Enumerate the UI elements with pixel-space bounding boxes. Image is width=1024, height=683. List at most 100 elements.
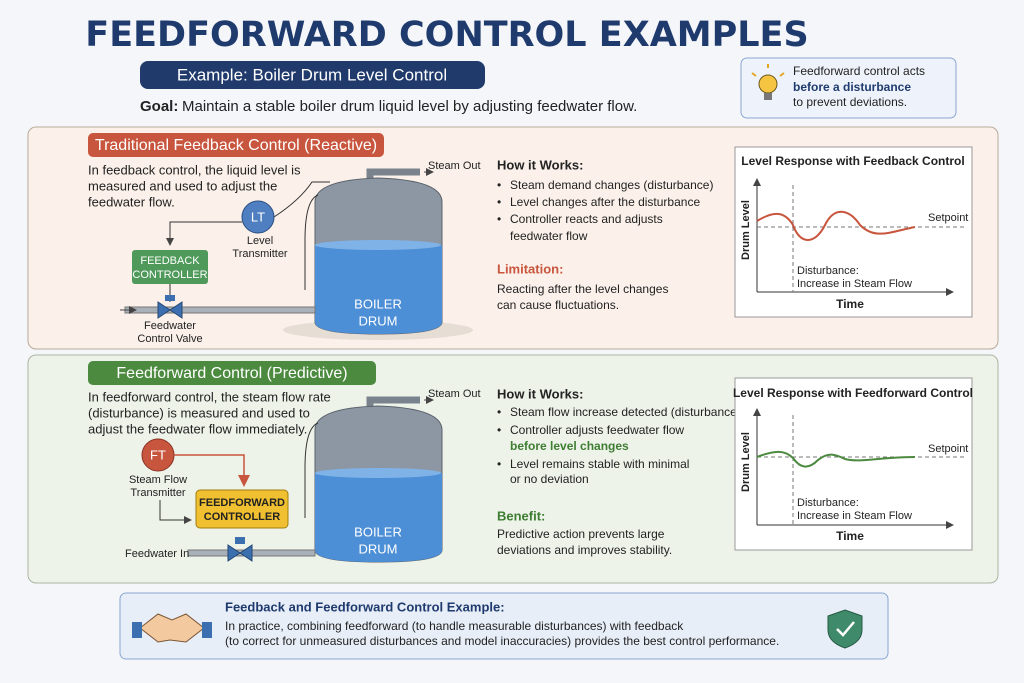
transmitter-label: Transmitter — [130, 487, 186, 499]
footer-text: In practice, combining feedforward (to h… — [225, 619, 684, 633]
controller-label: FEEDBACK — [140, 255, 200, 267]
boiler-drum-shape — [304, 422, 319, 518]
valve-label: Feedwater In — [125, 548, 189, 560]
drum-label: DRUM — [359, 541, 398, 556]
valve — [157, 301, 183, 319]
how-title: How it Works: — [497, 386, 583, 401]
feedforward-section: Feedforward Control (Predictive) In feed… — [27, 354, 999, 584]
feedforward-section-symbol: • — [497, 405, 501, 419]
note-title: Benefit: — [497, 508, 545, 523]
drum-label: BOILER — [354, 524, 402, 539]
controller-label: CONTROLLER — [132, 269, 207, 281]
controller — [195, 489, 289, 529]
boiler-drum-shape — [315, 240, 441, 250]
header: FEEDFORWARD CONTROL EXAMPLES Example: Bo… — [85, 15, 808, 115]
feedforward-section-shape — [174, 454, 250, 487]
boiler-drum-shape — [366, 396, 420, 408]
tip-emphasis: before a disturbance — [793, 80, 911, 94]
feedforward-section-shape — [235, 537, 245, 544]
controller — [132, 250, 208, 284]
note: can cause fluctuations. — [497, 298, 619, 312]
tip-box: Feedforward control acts before a distur… — [740, 57, 957, 119]
footer-shape — [836, 621, 855, 637]
boiler-drum-shape — [315, 468, 441, 478]
feedforward-section-shape — [88, 361, 376, 385]
note-title: Limitation: — [497, 261, 563, 276]
bullet: Level changes after the disturbance — [510, 195, 700, 209]
transmitter — [241, 200, 275, 234]
goal-text: Maintain a stable boiler drum liquid lev… — [182, 98, 637, 115]
tip-line: Feedforward control acts — [793, 64, 925, 78]
chart-title: Level Response with Feedback Control — [741, 154, 964, 168]
x-label: Time — [836, 529, 864, 543]
feedback-section-shape — [165, 295, 175, 301]
description: measured and used to adjust the — [88, 178, 277, 193]
response-chart: Level Response with Feedback Control Dru… — [734, 146, 973, 318]
response-chart-shape — [734, 377, 973, 551]
note: deviations and improves stability. — [497, 543, 672, 557]
description: In feedback control, the liquid level is — [88, 162, 301, 177]
feedback-section-symbol: • — [497, 195, 501, 209]
tip-box-shape — [764, 93, 772, 100]
goal-label: Goal: — [140, 98, 178, 115]
how-title: How it Works: — [497, 157, 583, 172]
valve — [227, 544, 253, 562]
section-title: Feedforward Control (Predictive) — [116, 365, 347, 382]
footer-shape — [202, 622, 212, 638]
y-label: Drum Level — [740, 200, 752, 260]
response-chart-shape — [756, 210, 916, 241]
bullet: Steam demand changes (disturbance) — [510, 178, 713, 192]
valve-label: Control Valve — [137, 333, 202, 345]
steam-out-label: Steam Out — [428, 160, 481, 172]
example-label: Example: Boiler Drum Level Control — [177, 65, 447, 84]
tip-box-shape — [751, 72, 757, 77]
bullet: Controller reacts and adjusts — [510, 212, 663, 226]
disturbance-label: Increase in Steam Flow — [797, 278, 912, 290]
feedback-section-symbol: • — [497, 212, 501, 226]
transmitter-tag: FT — [150, 447, 166, 462]
feedback-section-symbol: • — [497, 178, 501, 192]
title: FEEDFORWARD CONTROL EXAMPLES — [85, 15, 808, 55]
feedback-section-shape — [304, 194, 319, 290]
footer-text: (to correct for unmeasured disturbances … — [225, 634, 779, 648]
header-shape — [140, 61, 485, 89]
boiler-drum: BOILER DRUM — [304, 396, 443, 563]
footer-title: Feedback and Feedforward Control Example… — [225, 599, 505, 614]
disturbance-label: Increase in Steam Flow — [797, 510, 912, 522]
footer-shape — [827, 609, 863, 649]
transmitter-tag: LT — [251, 209, 265, 224]
chart-title: Level Response with Feedforward Control — [733, 386, 973, 400]
transmitter-label: Transmitter — [232, 248, 288, 260]
feedforward-section-symbol: • — [497, 423, 501, 437]
boiler-drum-shape — [366, 168, 420, 180]
description: feedwater flow. — [88, 194, 175, 209]
note: Reacting after the level changes — [497, 282, 668, 296]
boiler-drum-shape — [315, 245, 442, 334]
bullet: Steam flow increase detected (disturbanc… — [510, 405, 741, 419]
description: adjust the feedwater flow immediately. — [88, 421, 307, 436]
tip-box-shape — [758, 74, 778, 94]
setpoint-label: Setpoint — [928, 443, 968, 455]
tip-box-shape — [740, 57, 957, 119]
drum-label: DRUM — [359, 313, 398, 328]
boiler-drum-shape — [315, 473, 442, 562]
disturbance-label: Disturbance: — [797, 265, 859, 277]
transmitter-label: Steam Flow — [129, 474, 187, 486]
response-chart-shape — [734, 146, 973, 318]
footer-shape — [119, 592, 889, 660]
tip-box-shape — [779, 72, 785, 77]
description: (disturbance) is measured and used to — [88, 405, 310, 420]
transmitter-label: Level — [247, 235, 273, 247]
bullet: or no deviation — [510, 472, 589, 486]
footer-shape — [132, 622, 142, 638]
feedback-section-shape — [124, 306, 316, 314]
bullet: Level remains stable with minimal — [510, 457, 689, 471]
y-label: Drum Level — [740, 432, 752, 492]
bullet: Controller adjusts feedwater flow — [510, 423, 684, 437]
bullet-highlight: before level changes — [510, 439, 629, 453]
steam-out-label: Steam Out — [428, 388, 481, 400]
feedforward-section-shape — [159, 500, 192, 524]
tip-line: to prevent deviations. — [793, 95, 907, 109]
feedback-section-shape — [273, 181, 330, 218]
feedforward-section-symbol: • — [497, 457, 501, 471]
